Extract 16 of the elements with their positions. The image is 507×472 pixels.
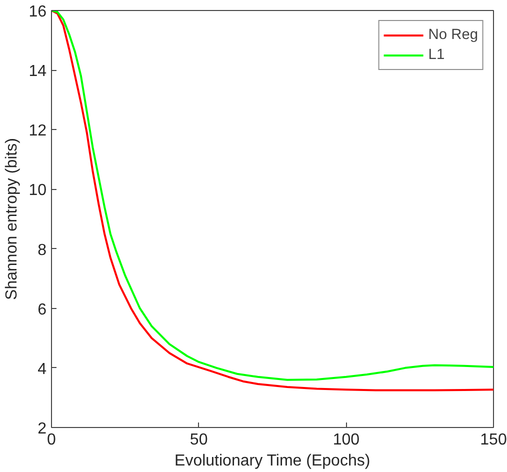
x-tick-label: 150 (480, 432, 507, 448)
y-tick-label: 2 (38, 420, 47, 438)
y-axis-title: Shannon entropy (bits) (4, 138, 21, 300)
legend-label: L1 (428, 47, 446, 63)
y-tick-label: 8 (38, 242, 47, 259)
y-tick-label: 6 (38, 301, 47, 318)
y-tick-label: 16 (28, 4, 47, 20)
x-tick-label: 0 (47, 432, 56, 448)
y-tick-label: 10 (28, 182, 47, 200)
x-axis-title: Evolutionary Time (Epochs) (174, 452, 370, 470)
x-tick-label: 50 (190, 432, 208, 448)
x-tick-label: 100 (332, 432, 360, 448)
y-tick-label: 4 (38, 360, 47, 378)
y-tick-label: 14 (28, 63, 47, 80)
legend-label: No Reg (428, 27, 478, 43)
y-tick-label: 12 (28, 122, 47, 140)
